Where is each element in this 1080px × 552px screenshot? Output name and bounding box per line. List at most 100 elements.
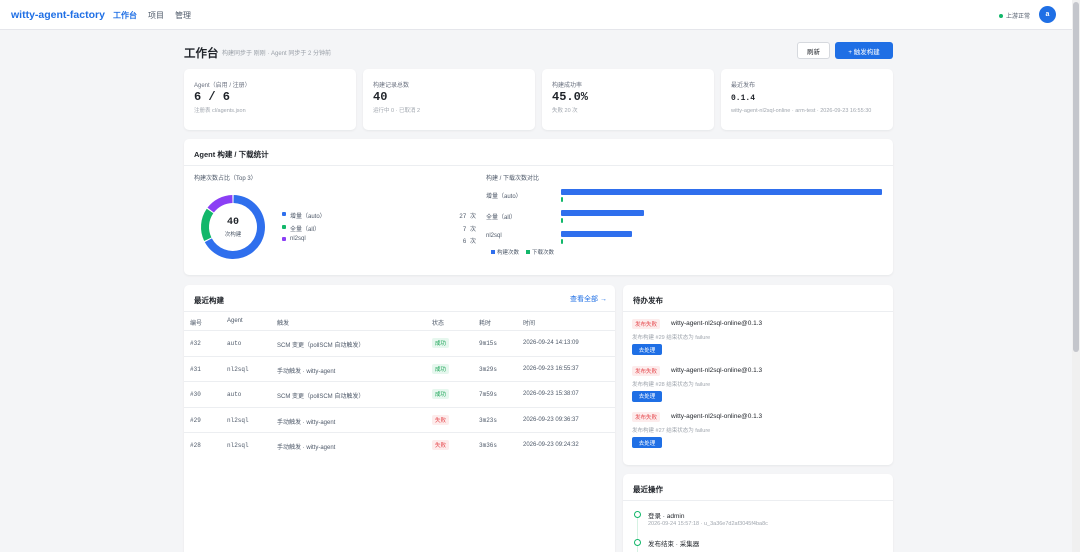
build-agent: nl2sql — [227, 365, 249, 373]
build-trigger: 手动触发 · witty-agent — [277, 368, 336, 375]
build-trigger: 手动触发 · witty-agent — [277, 445, 336, 451]
upstream-status: 上游正常 — [998, 11, 1030, 20]
recent-ops-card: 最近操作 登录 · admin 2026-09-24 15:57:18 · u_3… — [623, 474, 893, 552]
status-badge: 成功 — [432, 389, 450, 399]
divider — [184, 311, 615, 312]
card-title: 最近构建 — [194, 296, 224, 305]
table-row[interactable]: #32 auto SCM 变更（pollSCM 自动触发） 成功 9m15s 2026-0… — [184, 330, 615, 355]
download-count-bar[interactable] — [561, 239, 563, 244]
divider — [623, 311, 893, 312]
legend-swatch — [491, 250, 495, 254]
release-desc: 发布构建 #29 结束状态为 failure — [632, 335, 711, 341]
handle-button[interactable]: 去处理 — [632, 390, 662, 402]
nav-workbench[interactable]: 工作台 — [113, 11, 137, 20]
build-count-bar[interactable] — [561, 189, 882, 195]
pending-release-item: 发布失败 witty-agent-nl2sql-online@0.1.3 发布构建 … — [632, 319, 882, 363]
status-badge: 发布失败 — [632, 365, 661, 376]
build-id[interactable]: #28 — [190, 442, 201, 449]
pending-release-item: 发布失败 witty-agent-nl2sql-online@0.1.3 发布构建 … — [632, 365, 882, 410]
stat-sub: 注册表 cl/agents.json — [194, 108, 246, 114]
card-title: 最近操作 — [633, 485, 663, 494]
legend-count: 6 次 — [462, 238, 476, 245]
col-header-status[interactable]: 状态 — [432, 321, 445, 327]
pie-legend-item: nl2sql 6 次 — [282, 235, 476, 245]
donut-slice[interactable] — [207, 195, 233, 213]
legend-item: 构建次数 — [491, 248, 519, 256]
brand-logo[interactable]: witty-agent-factory — [11, 9, 105, 21]
build-time: 2026-09-23 09:24:32 — [523, 442, 579, 448]
bar-section-label: 构建 / 下载次数对比 — [486, 176, 540, 182]
build-trigger: 手动触发 · witty-agent — [277, 419, 336, 426]
col-header-time[interactable]: 时间 — [523, 321, 536, 327]
bar-chart-legend: 构建次数 下载次数 — [491, 248, 554, 256]
release-desc: 发布构建 #28 结束状态为 failure — [632, 381, 711, 388]
handle-button[interactable]: 去处理 — [632, 344, 662, 355]
col-header-agent[interactable]: Agent — [227, 318, 243, 324]
stat-sub: witty-agent-nl2sql-online · arm-test · 2… — [731, 108, 872, 114]
build-id[interactable]: #31 — [190, 365, 201, 373]
stat-sub: 运行中 0 · 已取消 2 — [373, 108, 421, 114]
build-id[interactable]: #30 — [190, 391, 201, 398]
pie-section-label: 构建次数占比（Top 3） — [194, 176, 257, 182]
bar-category-label: nl2sql — [486, 233, 502, 239]
legend-item: 下载次数 — [526, 248, 554, 256]
build-time: 2026-09-23 16:55:37 — [523, 365, 579, 372]
handle-button[interactable]: 去处理 — [632, 437, 662, 448]
legend-swatch — [526, 250, 531, 254]
avatar[interactable]: a — [1039, 6, 1056, 23]
view-all-link[interactable]: 查看全部 → — [570, 296, 607, 303]
status-dot-icon — [998, 13, 1003, 18]
status-badge: 成功 — [432, 363, 450, 374]
page-scrollbar[interactable] — [1072, 0, 1080, 552]
col-header-trigger[interactable]: 触发 — [277, 321, 290, 327]
build-share-donut-chart — [201, 195, 265, 259]
col-header-duration[interactable]: 耗时 — [479, 321, 492, 327]
legend-label: 增量（auto） — [290, 214, 326, 220]
nav-admin[interactable]: 管理 — [175, 11, 191, 20]
build-count-bar[interactable] — [561, 210, 645, 216]
card-title: Agent 构建 / 下载统计 — [194, 150, 269, 159]
table-row[interactable]: #28 nl2sql 手动触发 · witty-agent 失败 3m36s 2026-0… — [184, 432, 615, 457]
pie-legend-item: 全量（all） 7 次 — [282, 223, 476, 233]
build-id[interactable]: #32 — [190, 340, 201, 347]
bar-category-label: 全量（all） — [486, 215, 517, 221]
status-badge: 成功 — [432, 338, 450, 348]
page-title: 工作台 — [184, 48, 219, 60]
stat-value: 45.0% — [552, 90, 589, 104]
build-id[interactable]: #29 — [190, 416, 201, 424]
sync-status: 构建同步于 刚刚 · Agent 同步于 2 分钟前 — [222, 51, 332, 57]
build-count-bar[interactable] — [561, 231, 633, 237]
nav-projects[interactable]: 项目 — [148, 11, 164, 20]
donut-center-value: 40 — [226, 217, 239, 228]
legend-label: 全量（all） — [290, 226, 321, 233]
divider — [184, 165, 893, 166]
legend-swatch — [282, 224, 286, 229]
build-duration: 7m59s — [479, 391, 498, 398]
table-row[interactable]: #30 auto SCM 变更（pollSCM 自动触发） 成功 7m59s 2026-0… — [184, 381, 615, 406]
donut-slice[interactable] — [201, 208, 214, 241]
download-count-bar[interactable] — [561, 218, 563, 223]
table-row[interactable]: #31 nl2sql 手动触发 · witty-agent 成功 3m29s 2026-0… — [184, 355, 615, 381]
download-count-bar[interactable] — [561, 197, 563, 202]
release-name: witty-agent-nl2sql-online@0.1.3 — [671, 366, 763, 374]
build-agent: nl2sql — [227, 442, 249, 449]
col-header-id[interactable]: 编号 — [190, 321, 203, 327]
stat-value: 40 — [373, 90, 388, 104]
status-badge: 发布失败 — [632, 412, 661, 422]
pie-legend-item: 增量（auto） 27 次 — [282, 210, 476, 220]
donut-center-label: 次构建 — [224, 232, 242, 238]
scrollbar-thumb[interactable] — [1073, 2, 1079, 352]
legend-label: 构建次数 — [497, 250, 520, 256]
status-badge: 发布失败 — [632, 319, 661, 329]
stat-card-builds: 构建记录总数 40 运行中 0 · 已取消 2 — [363, 69, 535, 130]
refresh-button[interactable]: 刷新 — [797, 42, 830, 59]
table-row[interactable]: #29 nl2sql 手动触发 · witty-agent 失败 3m23s 2026-0… — [184, 406, 615, 432]
timeline-dot-icon — [634, 511, 641, 518]
trigger-build-button[interactable]: + 触发构建 — [835, 42, 893, 59]
stat-label: 构建成功率 — [552, 83, 583, 89]
build-duration: 9m15s — [479, 340, 498, 347]
build-time: 2026-09-23 09:36:37 — [523, 416, 579, 423]
timeline-dot-icon — [634, 539, 641, 546]
stat-label: Agent（启用 / 注册） — [194, 83, 251, 89]
op-title: 发布结束 · 采集器 — [648, 541, 700, 548]
